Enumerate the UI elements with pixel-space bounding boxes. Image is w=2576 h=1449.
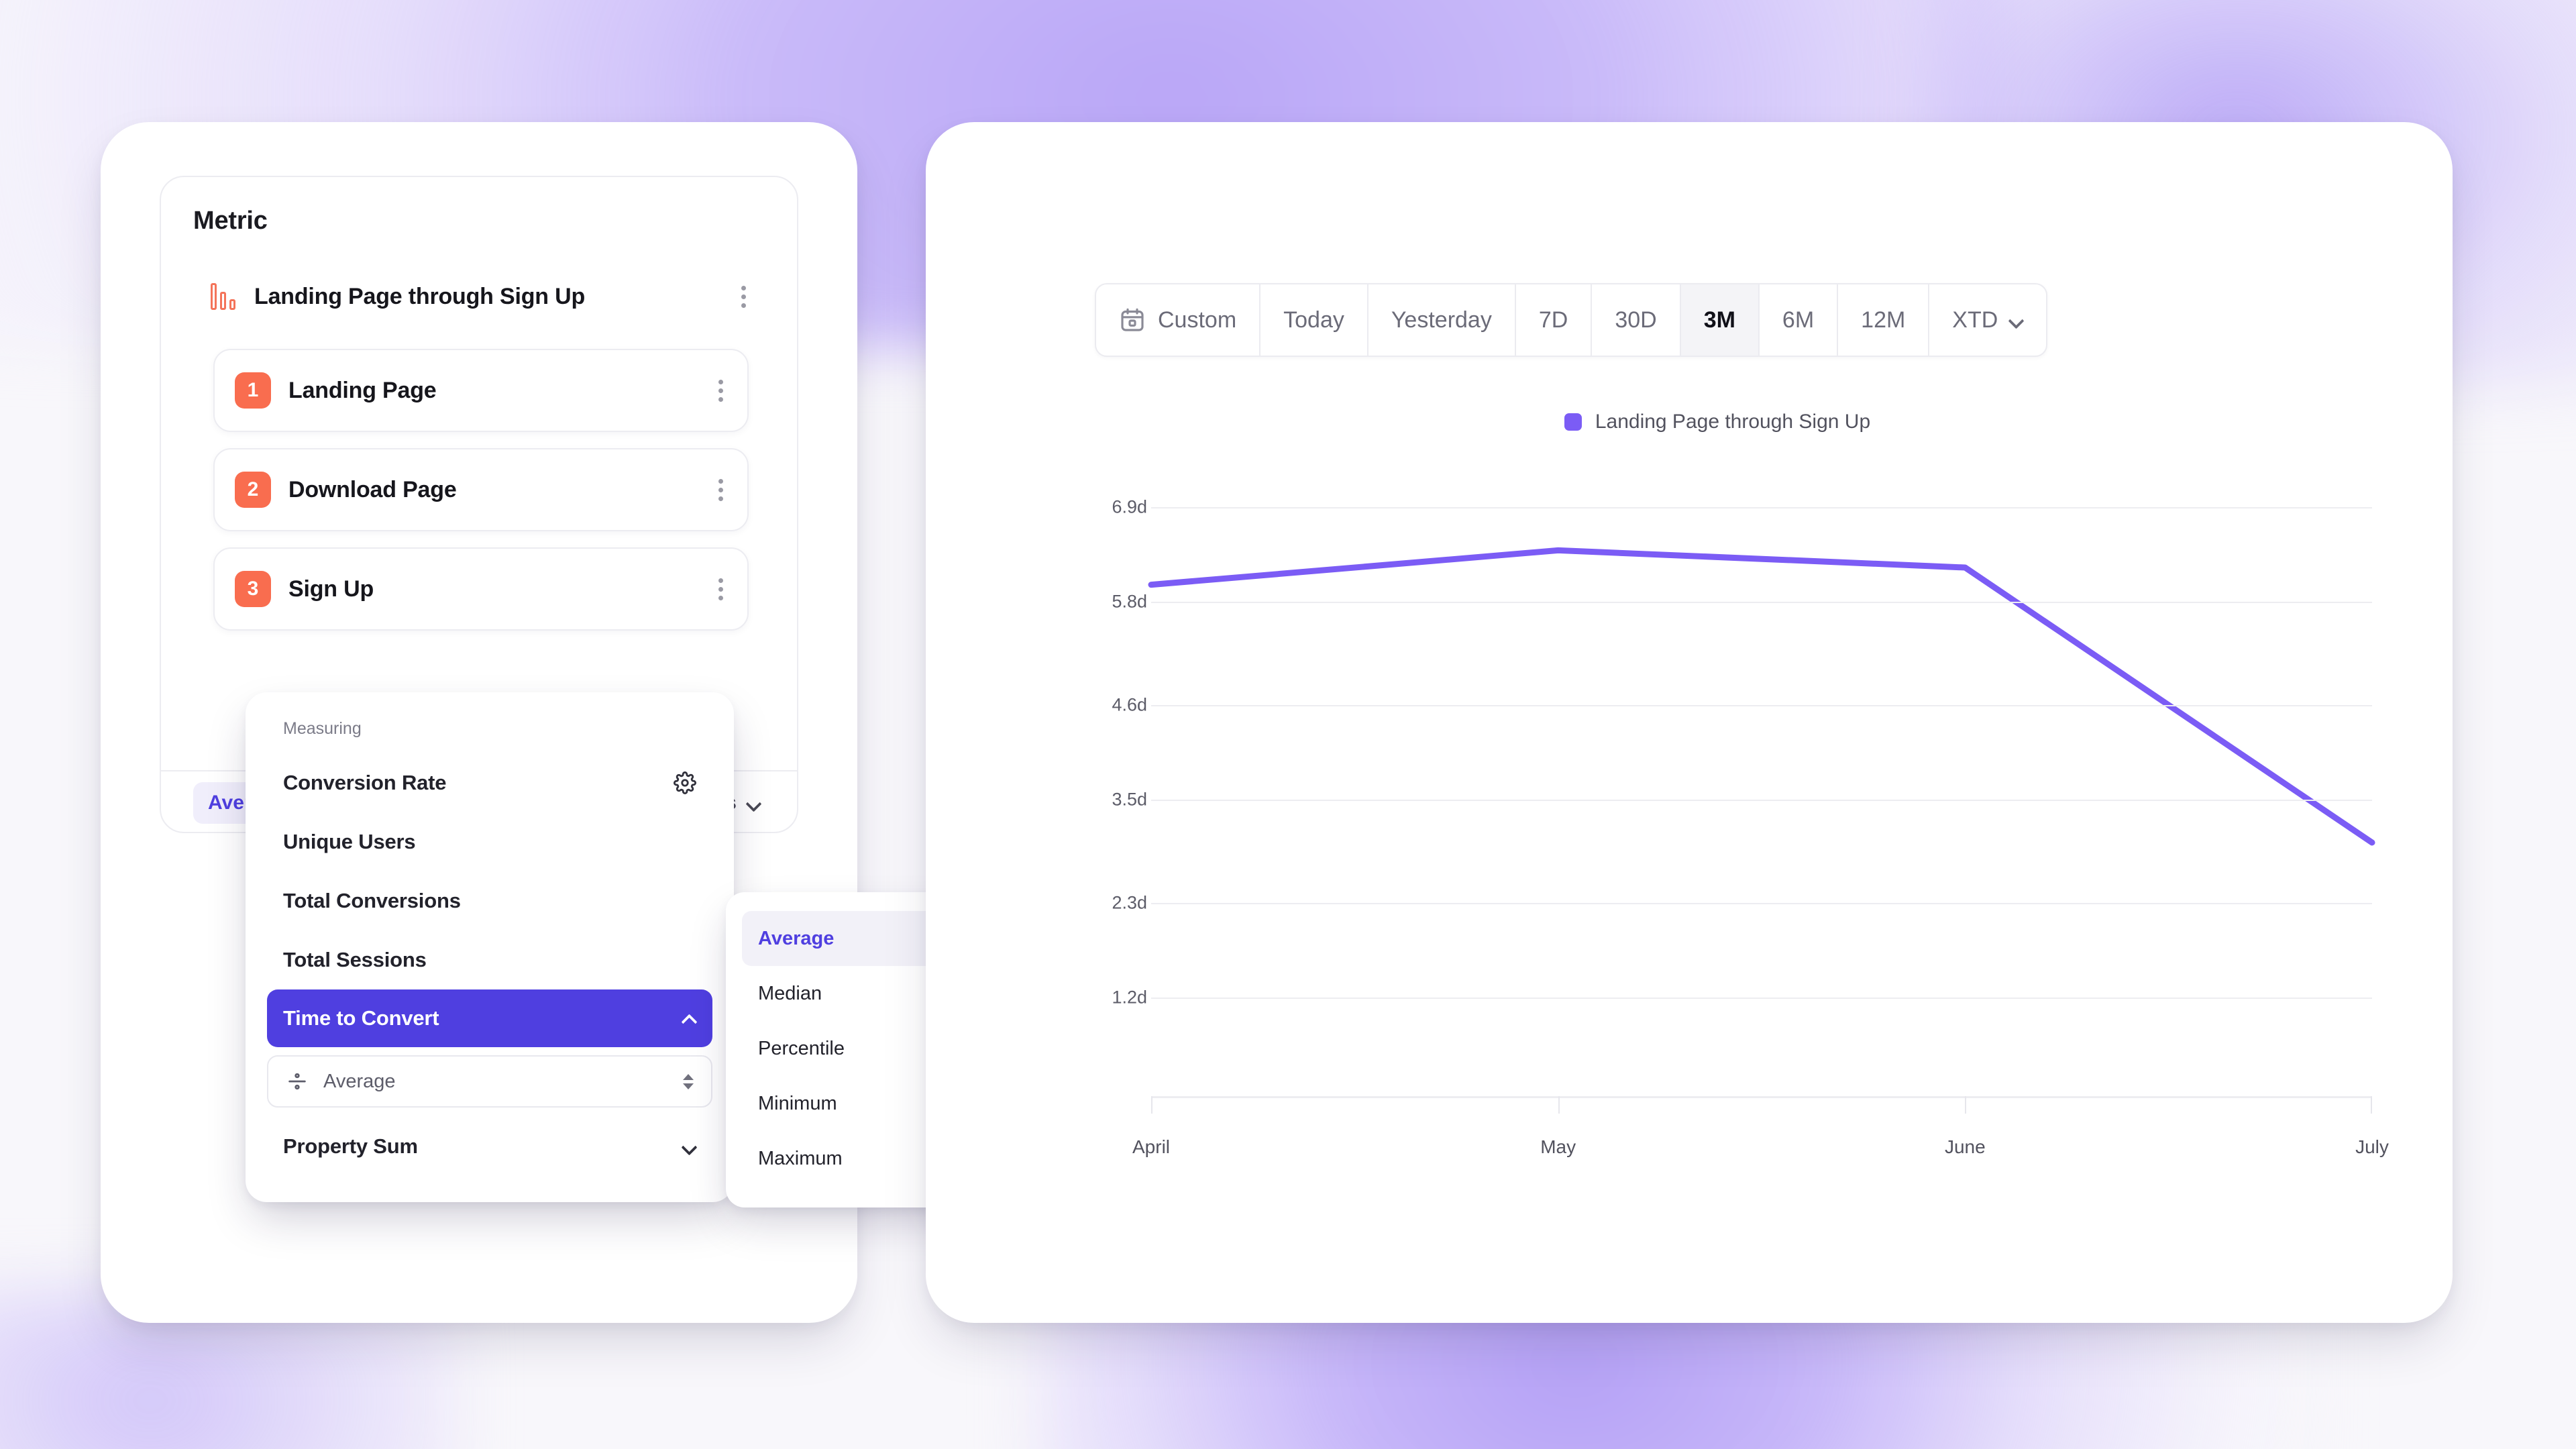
- funnel-step-row[interactable]: 3 Sign Up: [213, 547, 749, 631]
- page-title: Metric: [193, 207, 268, 235]
- range-tab-custom[interactable]: Custom: [1096, 284, 1261, 356]
- measuring-section-title: Measuring: [283, 719, 362, 738]
- range-tab-label: 3M: [1703, 307, 1735, 333]
- aggregation-item-label: Median: [758, 982, 822, 1004]
- kebab-menu-icon[interactable]: [714, 373, 727, 409]
- line-chart: Landing Page through Sign Up 6.9d 5.8d 4.6…: [1060, 411, 2388, 1249]
- aggregation-item-label: Maximum: [758, 1147, 843, 1169]
- aggregation-item-median[interactable]: Median: [742, 966, 991, 1021]
- y-axis-tick-label: 1.2d: [1112, 987, 1147, 1008]
- x-axis-tick-label: May: [1540, 1136, 1576, 1157]
- chart-plot-area: 6.9d 5.8d 4.6d 3.5d 2.3d 1.2d April May June July: [1060, 458, 2388, 1182]
- chevron-down-icon: [683, 1140, 696, 1153]
- chevron-down-icon: [2010, 313, 2023, 327]
- time-to-convert-aggregation-select[interactable]: Average: [267, 1055, 712, 1108]
- aggregation-item-maximum[interactable]: Maximum: [742, 1131, 991, 1186]
- range-tab-30d[interactable]: 30D: [1592, 284, 1681, 356]
- range-tab-label: 12M: [1861, 307, 1906, 333]
- step-label: Sign Up: [288, 576, 374, 602]
- range-tab-yesterday[interactable]: Yesterday: [1368, 284, 1516, 356]
- chart-gridline: [1151, 602, 2372, 604]
- chevron-down-icon: [747, 796, 761, 810]
- range-tab-label: Yesterday: [1391, 307, 1492, 333]
- aggregation-item-label: Minimum: [758, 1092, 837, 1114]
- chart-series-line: [1148, 547, 2375, 846]
- kebab-menu-icon[interactable]: [737, 279, 750, 315]
- date-range-tabs: Custom Today Yesterday 7D 30D 3M 6M 12M …: [1095, 283, 2048, 357]
- range-tab-7d[interactable]: 7D: [1516, 284, 1593, 356]
- bar-chart-icon: [211, 283, 235, 310]
- range-tab-12m[interactable]: 12M: [1838, 284, 1930, 356]
- menu-item-total-sessions[interactable]: Total Sessions: [246, 930, 734, 989]
- menu-item-label: Time to Convert: [283, 1006, 439, 1030]
- aggregation-value-label: Average: [323, 1070, 396, 1092]
- range-tab-today[interactable]: Today: [1260, 284, 1368, 356]
- range-tab-label: Today: [1283, 307, 1344, 333]
- menu-item-label: Property Sum: [283, 1134, 418, 1158]
- chart-gridline: [1151, 902, 2372, 904]
- chart-gridline: [1151, 507, 2372, 509]
- legend-swatch: [1564, 413, 1582, 431]
- funnel-name-label: Landing Page through Sign Up: [254, 283, 586, 309]
- aggregation-item-percentile[interactable]: Percentile: [742, 1021, 991, 1076]
- y-axis-tick-label: 5.8d: [1112, 591, 1147, 612]
- up-down-stepper-icon[interactable]: [683, 1073, 694, 1089]
- funnel-step-row[interactable]: 1 Landing Page: [213, 349, 749, 432]
- chevron-up-icon: [683, 1012, 696, 1025]
- y-axis-tick-label: 6.9d: [1112, 496, 1147, 517]
- aggregation-item-label: Average: [758, 927, 835, 949]
- step-number-badge: 3: [235, 571, 271, 607]
- menu-item-label: Conversion Rate: [283, 771, 447, 794]
- measuring-dropdown-menu: Measuring Conversion Rate Unique Users T…: [246, 692, 734, 1202]
- funnel-step-row[interactable]: 2 Download Page: [213, 448, 749, 531]
- x-axis-tick: [1965, 1096, 1967, 1114]
- menu-item-label: Unique Users: [283, 830, 416, 853]
- chart-legend: Landing Page through Sign Up: [1060, 411, 2375, 433]
- kebab-menu-icon[interactable]: [714, 572, 727, 607]
- chart-gridline: [1151, 997, 2372, 999]
- step-number-badge: 1: [235, 372, 271, 409]
- x-axis-tick: [1558, 1096, 1560, 1114]
- x-axis-tick: [1151, 1096, 1152, 1114]
- range-tab-6m[interactable]: 6M: [1760, 284, 1839, 356]
- range-tab-label: 7D: [1538, 307, 1568, 333]
- x-axis-tick-label: July: [2355, 1136, 2389, 1157]
- aggregation-item-label: Percentile: [758, 1037, 845, 1059]
- kebab-menu-icon[interactable]: [714, 472, 727, 508]
- menu-item-label: Total Sessions: [283, 948, 427, 971]
- x-axis-tick-label: April: [1132, 1136, 1171, 1157]
- chart-gridline: [1151, 705, 2372, 706]
- menu-item-property-sum[interactable]: Property Sum: [246, 1117, 734, 1176]
- menu-item-label: Total Conversions: [283, 889, 461, 912]
- aggregation-item-minimum[interactable]: Minimum: [742, 1076, 991, 1131]
- menu-item-time-to-convert[interactable]: Time to Convert: [267, 989, 712, 1047]
- y-axis-tick-label: 4.6d: [1112, 694, 1147, 715]
- funnel-header-row[interactable]: Landing Page through Sign Up: [193, 258, 767, 335]
- range-tab-xtd[interactable]: XTD: [1929, 284, 2046, 356]
- chart-panel: Custom Today Yesterday 7D 30D 3M 6M 12M …: [926, 122, 2453, 1323]
- range-tab-label: 6M: [1782, 307, 1815, 333]
- menu-item-unique-users[interactable]: Unique Users: [246, 812, 734, 871]
- step-number-badge: 2: [235, 472, 271, 508]
- step-label: Landing Page: [288, 377, 437, 403]
- divide-icon: [288, 1073, 306, 1090]
- gear-icon[interactable]: [674, 771, 696, 794]
- calendar-icon: [1121, 308, 1144, 331]
- x-axis-line: [1151, 1096, 2372, 1098]
- range-tab-label: 30D: [1615, 307, 1657, 333]
- menu-item-total-conversions[interactable]: Total Conversions: [246, 871, 734, 930]
- y-axis-tick-label: 2.3d: [1112, 892, 1147, 913]
- x-axis-tick-label: June: [1944, 1136, 1986, 1157]
- y-axis-tick-label: 3.5d: [1112, 789, 1147, 810]
- chart-gridline: [1151, 799, 2372, 801]
- step-label: Download Page: [288, 476, 457, 502]
- x-axis-tick: [2371, 1096, 2372, 1114]
- legend-label: Landing Page through Sign Up: [1595, 411, 1871, 433]
- range-tab-label: Custom: [1158, 307, 1237, 333]
- range-tab-label: XTD: [1952, 307, 1998, 333]
- range-tab-3m[interactable]: 3M: [1680, 284, 1760, 356]
- menu-item-conversion-rate[interactable]: Conversion Rate: [246, 753, 734, 812]
